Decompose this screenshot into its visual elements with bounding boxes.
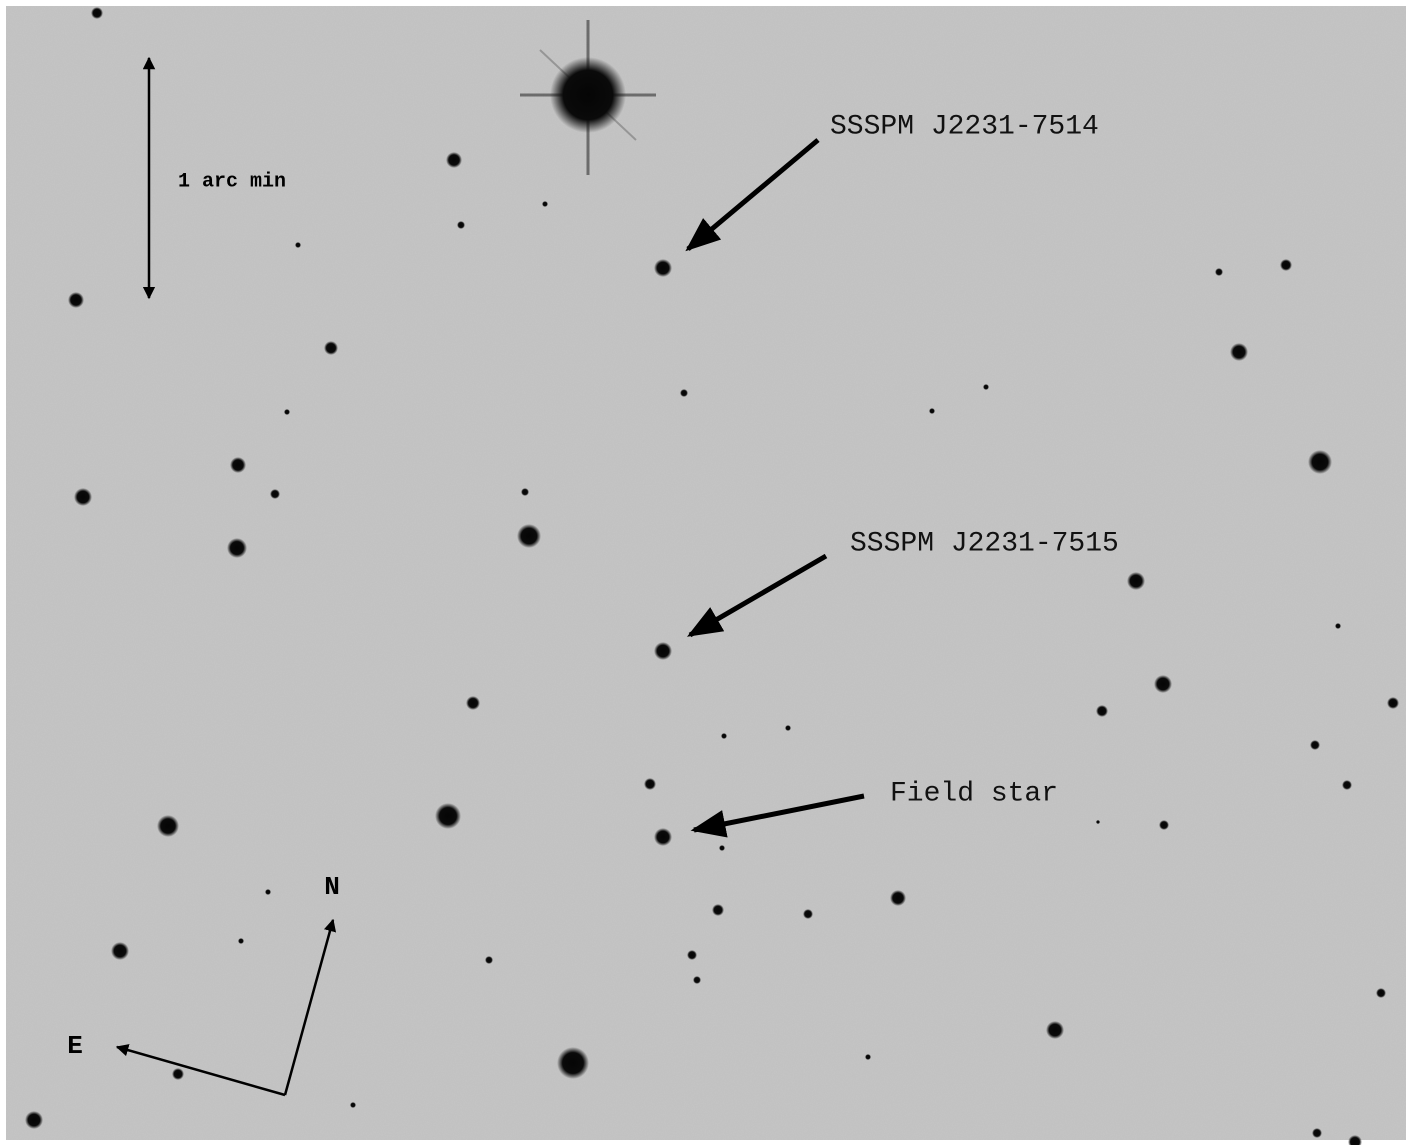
- star: [1127, 572, 1145, 590]
- star: [654, 642, 672, 660]
- star: [654, 259, 672, 277]
- star: [270, 489, 280, 499]
- star: [644, 778, 656, 790]
- star: [1096, 705, 1108, 717]
- star: [680, 389, 688, 397]
- star: [485, 956, 493, 964]
- star: [74, 488, 92, 506]
- star: [693, 976, 701, 984]
- star: [1348, 1135, 1362, 1145]
- pointer-arrow: [686, 553, 828, 638]
- star: [712, 904, 724, 916]
- stars: [25, 7, 1399, 1145]
- star: [1154, 675, 1172, 693]
- star: [1310, 740, 1320, 750]
- star: [890, 890, 906, 906]
- star: [1230, 343, 1248, 361]
- star: [1342, 780, 1352, 790]
- star: [719, 845, 725, 851]
- field-star-label: Field star: [890, 778, 1058, 809]
- star: [785, 725, 791, 731]
- star: [1308, 450, 1332, 474]
- sky-noise: [6, 6, 1406, 1140]
- scale-label: 1 arc min: [178, 170, 286, 193]
- star: [517, 524, 541, 548]
- star: [265, 889, 271, 895]
- star: [91, 7, 103, 19]
- arrows: [115, 56, 865, 1097]
- star: [929, 408, 935, 414]
- star: [865, 1054, 871, 1060]
- star: [557, 1047, 589, 1079]
- star: [542, 201, 548, 207]
- star: [284, 409, 290, 415]
- star: [457, 221, 465, 229]
- star: [687, 950, 697, 960]
- star: [803, 909, 813, 919]
- north-label: N: [324, 872, 340, 902]
- target-label: SSSPM J2231-7514: [830, 111, 1099, 142]
- star: [435, 803, 461, 829]
- star: [1376, 988, 1386, 998]
- star: [295, 242, 301, 248]
- star: [1046, 1021, 1064, 1039]
- star: [1096, 820, 1100, 824]
- star: [1280, 259, 1292, 271]
- star: [654, 828, 672, 846]
- east-label: E: [67, 1031, 83, 1061]
- star: [1312, 1128, 1322, 1138]
- star: [157, 815, 179, 837]
- target-label: SSSPM J2231-7515: [850, 528, 1119, 559]
- star: [1335, 623, 1341, 629]
- star: [68, 292, 84, 308]
- star: [1159, 820, 1169, 830]
- pointer-arrow: [690, 793, 865, 838]
- star: [230, 457, 246, 473]
- star: [983, 384, 989, 390]
- star: [1387, 697, 1399, 709]
- north-arrow: [283, 918, 337, 1096]
- star: [227, 538, 247, 558]
- star: [721, 733, 727, 739]
- star: [25, 1111, 43, 1129]
- east-arrow: [115, 1044, 286, 1097]
- star: [466, 696, 480, 710]
- pointer-arrow: [685, 138, 820, 252]
- star: [324, 341, 338, 355]
- star: [350, 1102, 356, 1108]
- star: [111, 942, 129, 960]
- star: [172, 1068, 184, 1080]
- star: [1215, 268, 1223, 276]
- star: [446, 152, 462, 168]
- star: [550, 57, 626, 133]
- star: [238, 938, 244, 944]
- star: [521, 488, 529, 496]
